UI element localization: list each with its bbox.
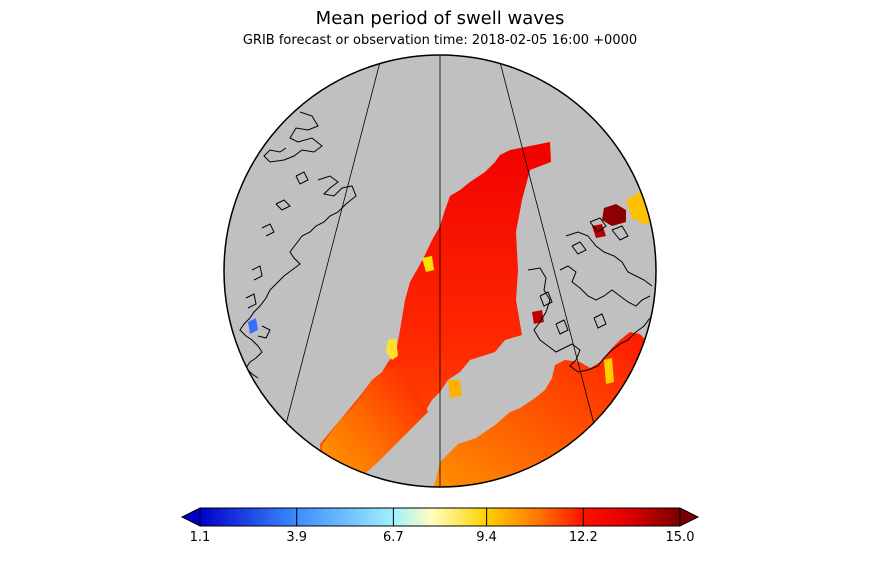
map-boundary <box>223 54 657 488</box>
colorbar-tick-label: 15.0 <box>666 530 695 545</box>
map-title: Mean period of swell waves <box>315 8 565 29</box>
map-subtitle: GRIB forecast or observation time: 2018-… <box>242 33 638 48</box>
meridian-line-west <box>285 61 381 425</box>
coastline-west-fjords <box>245 171 309 339</box>
coastline-east-svalbard <box>527 231 653 373</box>
meridian-line-east <box>499 61 595 425</box>
colorbar-over-arrow <box>679 507 700 527</box>
colorbar-tick-label: 3.9 <box>286 530 307 545</box>
colorbar-gradient <box>199 507 681 527</box>
swell-field-south-west <box>322 360 428 487</box>
swell-patch-yellow-4 <box>448 380 462 398</box>
coastline-east-islands <box>539 217 629 335</box>
swell-patch-blue <box>248 318 258 334</box>
colorbar-under-arrow <box>180 507 201 527</box>
swell-patch-yellow-1 <box>422 256 434 272</box>
colorbar-ticks: 1.1 3.9 6.7 9.4 12.2 15.0 <box>190 508 695 545</box>
colorbar-tick-label: 12.2 <box>569 530 598 545</box>
colorbar-tick-label: 9.4 <box>476 530 497 545</box>
colorbar-tick-label: 1.1 <box>190 530 211 545</box>
swell-patch-darkred-1 <box>602 204 626 226</box>
swell-patch-yellow-2 <box>386 338 398 360</box>
swell-patch-yellow-3 <box>604 358 614 384</box>
coastline-west <box>239 111 357 379</box>
colorbar-tick-label: 6.7 <box>383 530 404 545</box>
